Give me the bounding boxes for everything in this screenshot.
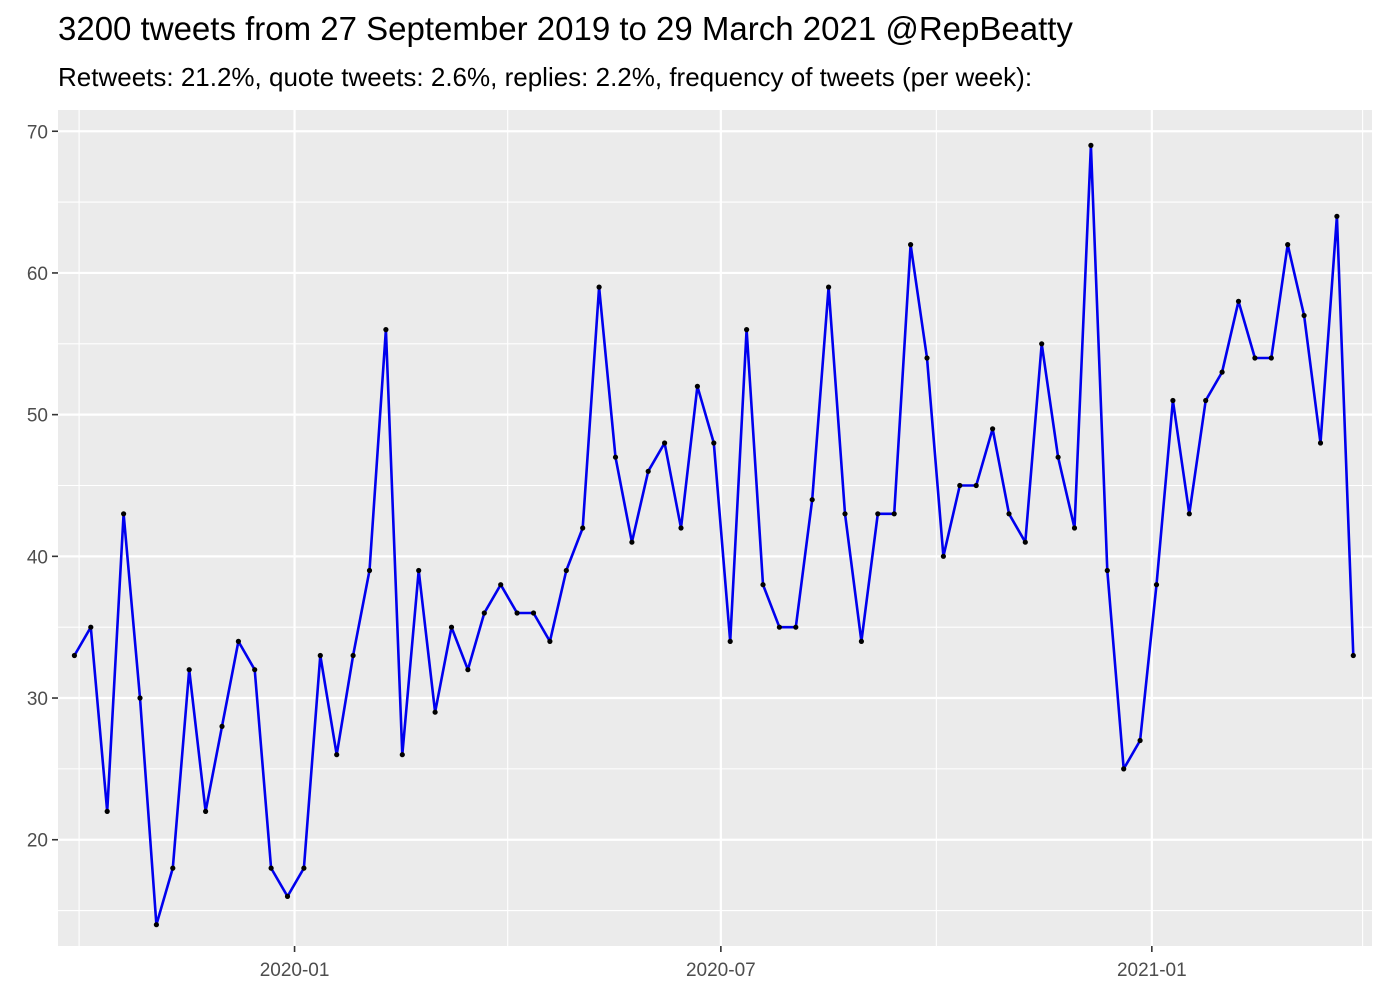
data-point [1350,652,1356,659]
data-point [71,652,77,659]
data-point [481,610,487,616]
data-point [842,511,848,517]
y-tick-label: 30 [27,689,48,710]
data-point [1104,567,1110,574]
axis-tick-labels: 20 30 40 50 60 70 2020-01 2020-07 2021-01 [27,122,1187,981]
data-point [1006,511,1012,517]
data-point [727,638,733,645]
data-point [317,652,323,659]
data-point [776,624,783,630]
data-point [219,723,225,730]
data-point [121,511,127,517]
data-point [170,865,176,871]
data-point [530,610,537,616]
data-point [924,355,930,361]
data-point [1071,525,1078,531]
x-tick-label: 2020-01 [260,960,330,981]
data-point [416,567,422,574]
data-point [760,582,766,588]
data-point [858,638,865,645]
y-tick-label: 50 [27,406,48,427]
data-point [809,497,815,503]
data-point [973,482,979,489]
data-point [235,638,241,645]
data-point [1301,312,1307,319]
data-point [514,610,520,616]
data-point [744,327,750,333]
data-point [252,667,258,673]
data-point [1219,369,1225,375]
data-point [399,752,405,758]
data-point [1252,355,1258,361]
data-point [383,327,389,333]
data-point [1153,582,1160,588]
data-point [104,808,110,815]
data-point [366,567,373,574]
data-point [301,865,307,871]
data-point [465,667,471,673]
data-point [596,284,602,290]
data-point [711,440,717,446]
data-point [1317,440,1324,446]
data-point [268,865,274,871]
data-points [71,142,1356,928]
data-point [793,624,799,630]
data-point [678,525,684,531]
data-point [186,667,192,673]
x-tick-label: 2021-01 [1117,960,1187,981]
chart-title: 3200 tweets from 27 September 2019 to 29… [58,10,1073,47]
data-point [547,638,553,645]
data-point [580,525,586,531]
data-point [1137,737,1143,744]
data-point [1334,213,1340,219]
data-point [350,652,356,659]
data-point [891,511,897,517]
y-tick-label: 40 [27,547,48,568]
data-point [1268,355,1274,361]
data-point [203,808,209,815]
data-point [88,624,94,630]
x-tick-label: 2020-07 [686,960,756,981]
data-point [1235,298,1242,304]
data-point [432,709,438,715]
data-point [957,482,963,489]
data-point [826,284,832,290]
major-gridlines [58,110,1372,946]
data-point [990,426,996,432]
data-point [662,440,668,446]
data-point [612,454,619,460]
data-point [153,922,159,928]
data-point [448,624,455,630]
data-point [1055,454,1061,460]
data-point [629,539,635,545]
y-tick-label: 70 [27,122,48,143]
data-point [908,242,914,248]
data-point [1039,341,1045,347]
axis-ticks [52,130,1153,952]
data-point [875,511,881,517]
chart-subtitle: Retweets: 21.2%, quote tweets: 2.6%, rep… [58,62,1033,92]
data-point [940,553,947,559]
data-point [498,582,504,588]
data-point [1022,539,1028,545]
data-point [645,468,651,474]
data-point [1285,242,1291,248]
data-point [334,752,340,758]
data-point [1170,397,1176,404]
data-point [1088,142,1094,148]
plot-panel [58,110,1372,946]
y-tick-label: 20 [27,831,48,852]
minor-gridlines [58,110,1372,946]
data-point [1203,397,1209,404]
data-point [284,893,291,900]
data-point [1121,766,1127,772]
data-point [694,383,701,389]
data-point [563,567,569,574]
data-point [1186,511,1192,517]
data-point [137,695,143,701]
y-tick-label: 60 [27,264,48,285]
